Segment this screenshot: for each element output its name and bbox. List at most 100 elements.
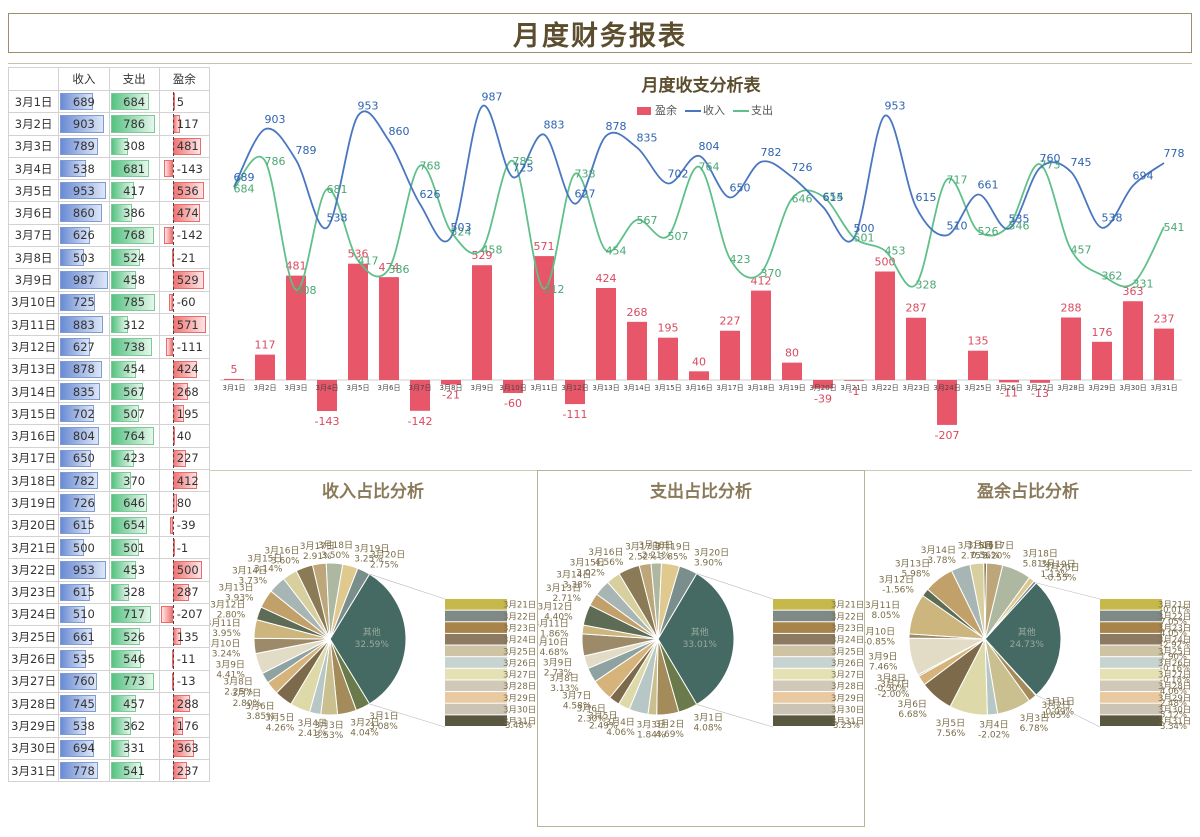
income-cell: 650	[58, 446, 110, 471]
surplus-axis-line	[172, 560, 174, 580]
expense-databar	[110, 605, 151, 624]
expense-cell: 773	[108, 669, 160, 694]
expense-cell: 331	[108, 736, 160, 760]
pie-slice-label: 3月4日	[605, 717, 634, 728]
surplus-value: 363	[176, 741, 199, 756]
row-date: 3月31日	[7, 758, 60, 783]
expense-value: 458	[123, 273, 146, 288]
expense-line	[233, 156, 1165, 291]
surplus-bar	[844, 380, 864, 381]
income-cell: 878	[58, 357, 110, 381]
row-date: 3月4日	[7, 156, 60, 181]
income-cell: 903	[58, 112, 110, 136]
row-date: 3月14日	[7, 379, 60, 404]
income-cell: 789	[58, 134, 110, 158]
surplus-value: 474	[176, 206, 199, 221]
surplus-bar	[968, 350, 988, 380]
pie-slice-label: 3月7日	[562, 691, 591, 702]
stack-segment-label: 3月24日	[503, 636, 536, 646]
income-point-label: 689	[234, 171, 255, 184]
x-tick-label: 3月20日	[809, 384, 836, 392]
table-row: 3月21日 500 501 -1	[7, 535, 211, 560]
income-point-label: 538	[1102, 212, 1123, 225]
income-databar	[60, 204, 102, 222]
surplus-bar	[379, 277, 399, 380]
expense-value: 501	[123, 540, 146, 555]
pie-slice-percent: 3.78%	[927, 556, 956, 566]
x-tick-label: 3月12日	[561, 384, 588, 392]
surplus-axis-line	[172, 515, 174, 535]
expense-databar	[110, 761, 142, 780]
pie-slice-percent: 1.65%	[1041, 711, 1070, 721]
pie-slice-percent: 3.95%	[212, 629, 241, 639]
pie-slice-label: 3月18日	[638, 540, 673, 551]
expense-cell: 312	[108, 312, 160, 337]
expense-point-label: 454	[606, 244, 627, 257]
stack-segment-percent: 5.12%	[1160, 710, 1187, 720]
expense-cell: 541	[108, 758, 160, 783]
expense-point-label: 785	[513, 155, 534, 168]
pie-slice-label: 3月16日	[264, 545, 299, 556]
expense-databar	[110, 672, 155, 691]
expense-value: 507	[123, 406, 146, 421]
pie-slice-label: 3月1日	[694, 713, 723, 724]
surplus-bar-label: 40	[692, 355, 706, 368]
table-row: 3月7日 626 768 -142	[7, 223, 211, 248]
x-tick-label: 3月30日	[1119, 384, 1146, 392]
expense-point-label: 546	[1009, 220, 1030, 233]
surplus-bar-label: 195	[658, 322, 679, 335]
pie-slice-label: 3月14日	[921, 545, 956, 556]
surplus-bar	[224, 378, 244, 380]
stack-segment-percent: 3.23%	[833, 721, 860, 731]
expense-value: 773	[123, 674, 146, 689]
pie-slice-percent: 2.49%	[589, 721, 618, 731]
surplus-value: 571	[176, 317, 199, 332]
income-cell: 953	[58, 179, 110, 203]
surplus-axis-line	[172, 225, 174, 246]
surplus-axis-line	[172, 582, 174, 602]
x-tick-label: 3月18日	[747, 384, 774, 392]
expense-databar	[110, 650, 142, 668]
surplus-value: 288	[176, 696, 199, 711]
stack-segment	[1100, 715, 1162, 726]
surplus-axis-line	[172, 627, 174, 647]
expense-databar	[110, 449, 135, 468]
pie-slice-label: 3月18日	[318, 540, 353, 551]
expense-point-label: 328	[916, 278, 937, 291]
expense-point-label: 684	[234, 182, 255, 195]
expense-value: 312	[123, 317, 146, 332]
surplus-bar	[534, 256, 554, 380]
surplus-value: 5	[176, 94, 185, 109]
pie-slice-label: 3月8日	[549, 673, 578, 684]
row-date: 3月9日	[7, 268, 60, 292]
title-divider	[8, 63, 1192, 64]
pie-slice-label: 3月1日	[1045, 697, 1074, 708]
pie-slice	[329, 567, 371, 640]
pie-slice-percent: -0.85%	[865, 637, 896, 647]
connector-line	[369, 703, 446, 728]
expense-databar	[110, 561, 137, 579]
income-databar	[60, 761, 98, 780]
expense-cell: 370	[108, 469, 160, 493]
pie-slice-percent: 4.26%	[266, 724, 295, 734]
expense-point-label: 567	[637, 214, 658, 227]
pie-slice-label: 3月6日	[576, 703, 605, 714]
pie-slice-percent: 3.38%	[563, 580, 592, 590]
expense-value: 423	[123, 451, 146, 466]
surplus-cell: 474	[158, 201, 211, 225]
pie-slice-label: 3月11日	[538, 619, 569, 630]
pie-slice-label: 3月15日	[247, 554, 282, 565]
surplus-bar	[1154, 328, 1174, 380]
x-tick-label: 3月24日	[933, 384, 960, 392]
surplus-bar-label: -21	[442, 389, 460, 402]
surplus-cell: 80	[158, 491, 211, 515]
stack-segment	[773, 715, 835, 726]
stack-segment-label: 3月28日	[503, 682, 536, 692]
surplus-axis-line	[172, 694, 174, 714]
stack-segment	[1100, 692, 1162, 703]
row-date: 3月13日	[7, 357, 60, 381]
table-row: 3月27日 760 773 -13	[7, 669, 211, 694]
income-value: 725	[72, 295, 95, 310]
x-tick-label: 3月10日	[499, 384, 526, 392]
x-tick-label: 3月26日	[995, 384, 1022, 392]
